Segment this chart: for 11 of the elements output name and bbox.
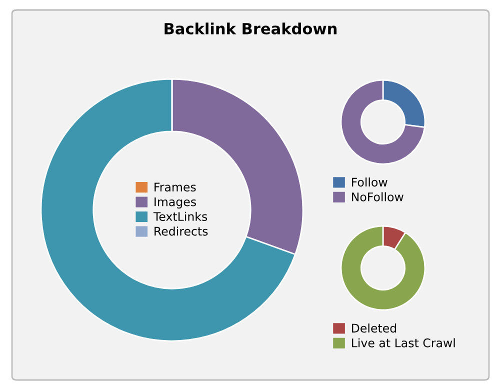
legend-label: Images bbox=[154, 197, 196, 209]
legend-label: TextLinks bbox=[153, 212, 208, 221]
donut-slice bbox=[340, 79, 426, 165]
legend-label: Frames bbox=[154, 182, 196, 192]
donut-slice bbox=[340, 225, 426, 311]
legend-label: Redirects bbox=[154, 226, 208, 236]
legend-label: Live at Last Crawl bbox=[352, 338, 455, 348]
legend-label: NoFollow bbox=[352, 192, 404, 202]
legend-label: Follow bbox=[352, 177, 388, 187]
legend-label: Deleted bbox=[352, 323, 396, 333]
chart-title: Backlink Breakdown bbox=[164, 22, 337, 34]
